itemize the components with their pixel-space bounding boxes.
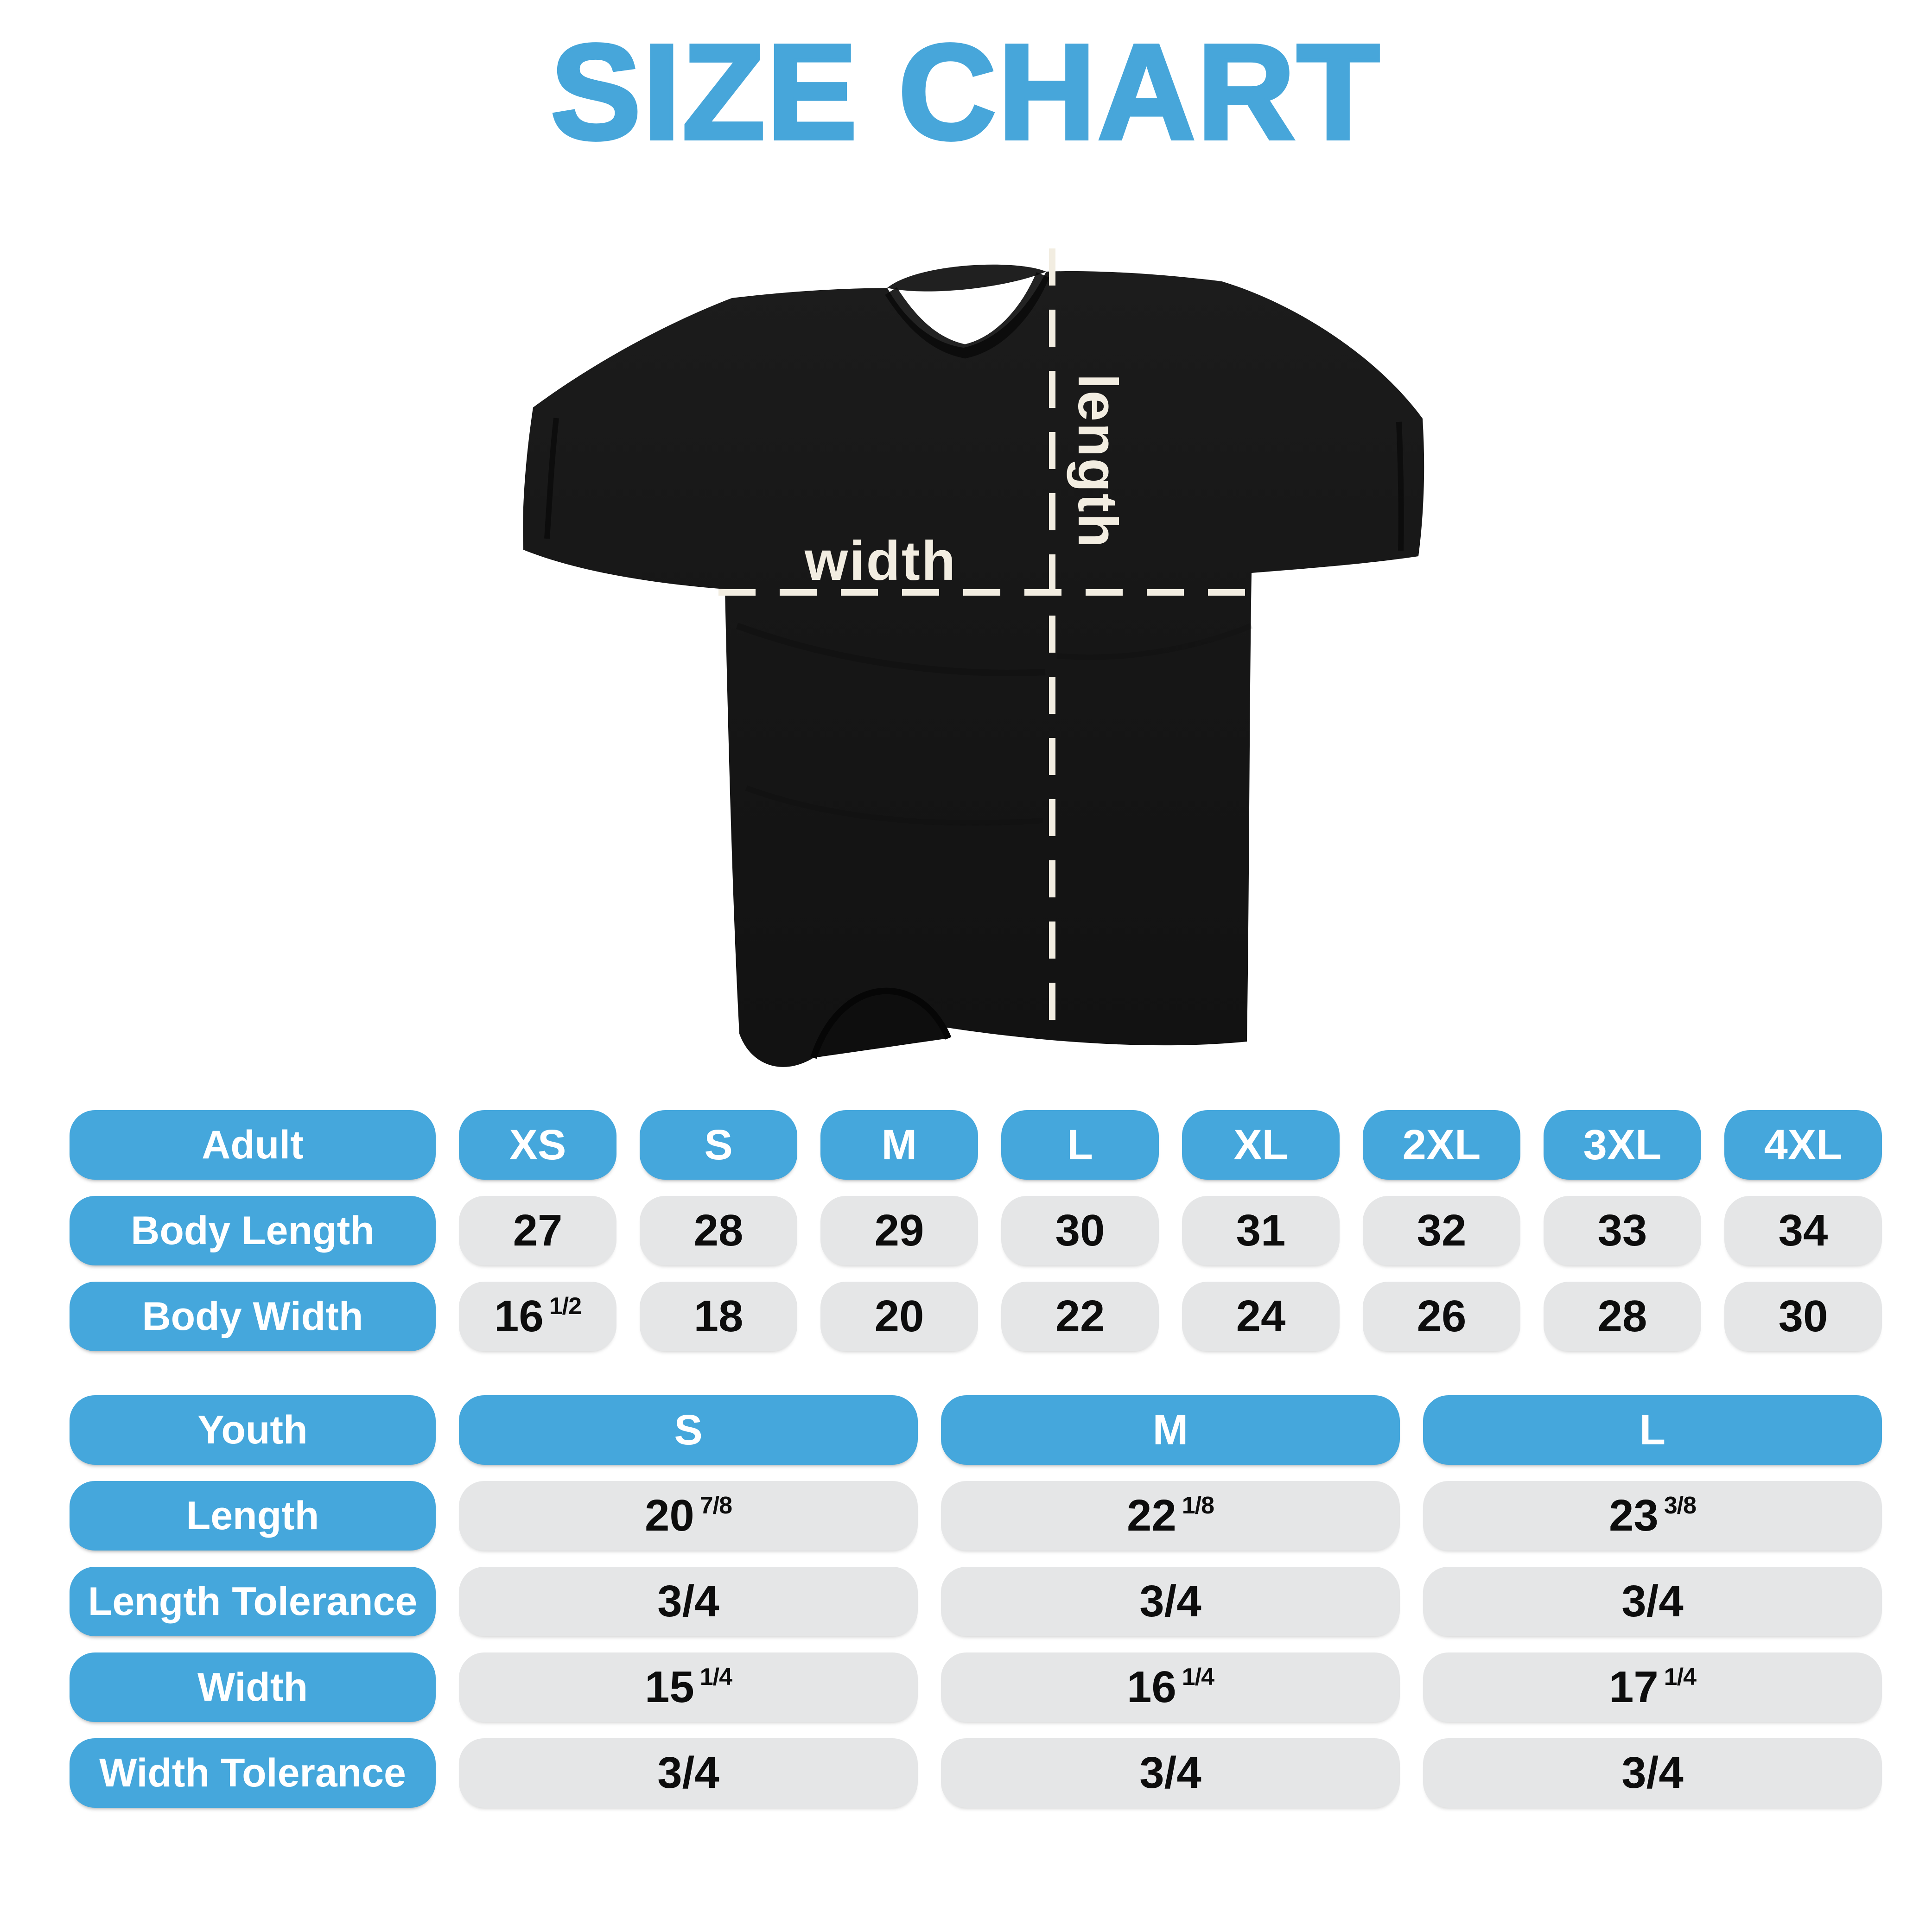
value: 31 <box>1236 1206 1286 1255</box>
body-length-m-cell: 29 <box>820 1196 978 1265</box>
size-header-3xl: 3XL <box>1544 1110 1701 1180</box>
value: 20 <box>644 1491 694 1540</box>
adult-table-header: Adult <box>70 1110 436 1180</box>
tshirt-wrinkle <box>736 623 1046 676</box>
row-label-width: Width <box>70 1652 436 1722</box>
size-header-l: L <box>1001 1110 1159 1180</box>
body-width-3xl-cell: 28 <box>1544 1282 1701 1351</box>
youth-width-l-cell: 17 1/4 <box>1423 1652 1882 1722</box>
value: 16 <box>1126 1662 1176 1712</box>
body-width-xl-cell: 24 <box>1182 1282 1340 1351</box>
youth-size-table: Youth S M L Length 20 7/8 22 1/8 23 3/8 Len… <box>70 1395 1882 1808</box>
size-header-m: M <box>820 1110 978 1180</box>
value: 16 <box>494 1291 544 1341</box>
adult-size-table: Adult XS S M L XL 2XL 3XL 4XL Body Lengt… <box>70 1110 1882 1351</box>
body-width-xs-cell: 16 1/2 <box>459 1282 616 1351</box>
youth-table-header: Youth <box>70 1395 436 1465</box>
value: 3/4 <box>1139 1748 1201 1798</box>
value: 28 <box>1597 1291 1647 1341</box>
youth-width-s-cell: 15 1/4 <box>459 1652 918 1722</box>
body-width-2xl-cell: 26 <box>1363 1282 1520 1351</box>
size-header-2xl: 2XL <box>1363 1110 1520 1180</box>
body-width-s-cell: 18 <box>640 1282 797 1351</box>
row-label-body-length: Body Length <box>70 1196 436 1265</box>
value-fraction: 1/2 <box>549 1293 582 1320</box>
tshirt-hem-fold <box>810 987 952 1059</box>
value: 24 <box>1236 1291 1286 1341</box>
value: 26 <box>1417 1291 1467 1341</box>
page-title: SIZE CHART <box>549 16 1381 167</box>
value-fraction: 1/8 <box>1182 1492 1214 1519</box>
row-label-length-tolerance: Length Tolerance <box>70 1567 436 1636</box>
value: 3/4 <box>1139 1576 1201 1626</box>
body-length-2xl-cell: 32 <box>1363 1196 1520 1265</box>
tshirt-measurement-diagram: width length <box>487 209 1442 1136</box>
value: 15 <box>644 1662 694 1712</box>
tshirt-wrinkle <box>1056 623 1253 660</box>
body-length-s-cell: 28 <box>640 1196 797 1265</box>
size-header-4xl: 4XL <box>1724 1110 1882 1180</box>
body-length-4xl-cell: 34 <box>1724 1196 1882 1265</box>
youth-width-tolerance-m-cell: 3/4 <box>941 1738 1400 1808</box>
value: 32 <box>1417 1206 1467 1255</box>
value: 17 <box>1608 1662 1659 1712</box>
tshirt-back-collar <box>887 264 1046 292</box>
size-header-xs: XS <box>459 1110 616 1180</box>
youth-length-l-cell: 23 3/8 <box>1423 1481 1882 1551</box>
row-label-length: Length <box>70 1481 436 1551</box>
value: 20 <box>874 1291 924 1341</box>
value-fraction: 1/4 <box>699 1664 732 1690</box>
youth-length-tolerance-s-cell: 3/4 <box>459 1567 918 1636</box>
body-width-4xl-cell: 30 <box>1724 1282 1882 1351</box>
size-header-xl: XL <box>1182 1110 1340 1180</box>
value: 33 <box>1597 1206 1647 1255</box>
value: 30 <box>1778 1291 1828 1341</box>
youth-width-tolerance-l-cell: 3/4 <box>1423 1738 1882 1808</box>
value: 23 <box>1608 1491 1659 1540</box>
value-fraction: 7/8 <box>699 1492 732 1519</box>
youth-length-tolerance-m-cell: 3/4 <box>941 1567 1400 1636</box>
tshirt-collar-band <box>885 272 1049 359</box>
body-width-l-cell: 22 <box>1001 1282 1159 1351</box>
value: 29 <box>874 1206 924 1255</box>
youth-size-header-m: M <box>941 1395 1400 1465</box>
length-label: length <box>1067 374 1129 549</box>
value: 22 <box>1055 1291 1105 1341</box>
value: 28 <box>693 1206 744 1255</box>
size-header-s: S <box>640 1110 797 1180</box>
youth-width-m-cell: 16 1/4 <box>941 1652 1400 1722</box>
value: 3/4 <box>657 1576 719 1626</box>
tshirt-image: width length <box>523 248 1424 1067</box>
youth-length-m-cell: 22 1/8 <box>941 1481 1400 1551</box>
body-length-xl-cell: 31 <box>1182 1196 1340 1265</box>
tshirt-wrinkle <box>745 785 1043 826</box>
value-fraction: 3/8 <box>1664 1492 1697 1519</box>
youth-size-header-l: L <box>1423 1395 1882 1465</box>
value: 3/4 <box>657 1748 719 1798</box>
youth-length-s-cell: 20 7/8 <box>459 1481 918 1551</box>
value: 22 <box>1126 1491 1176 1540</box>
tshirt-left-sleeve-hem <box>544 418 559 539</box>
value: 27 <box>513 1206 563 1255</box>
body-length-3xl-cell: 33 <box>1544 1196 1701 1265</box>
row-label-width-tolerance: Width Tolerance <box>70 1738 436 1808</box>
value: 3/4 <box>1621 1748 1684 1798</box>
width-label: width <box>804 530 957 592</box>
value-fraction: 1/4 <box>1182 1664 1214 1690</box>
value: 30 <box>1055 1206 1105 1255</box>
row-label-body-width: Body Width <box>70 1282 436 1351</box>
youth-size-header-s: S <box>459 1395 918 1465</box>
body-length-l-cell: 30 <box>1001 1196 1159 1265</box>
value: 34 <box>1778 1206 1828 1255</box>
youth-width-tolerance-s-cell: 3/4 <box>459 1738 918 1808</box>
body-length-xs-cell: 27 <box>459 1196 616 1265</box>
youth-length-tolerance-l-cell: 3/4 <box>1423 1567 1882 1636</box>
tshirt-right-sleeve-hem <box>1396 421 1404 551</box>
tshirt-silhouette <box>523 271 1424 1067</box>
body-width-m-cell: 20 <box>820 1282 978 1351</box>
value: 18 <box>693 1291 744 1341</box>
value: 3/4 <box>1621 1576 1684 1626</box>
value-fraction: 1/4 <box>1664 1664 1697 1690</box>
